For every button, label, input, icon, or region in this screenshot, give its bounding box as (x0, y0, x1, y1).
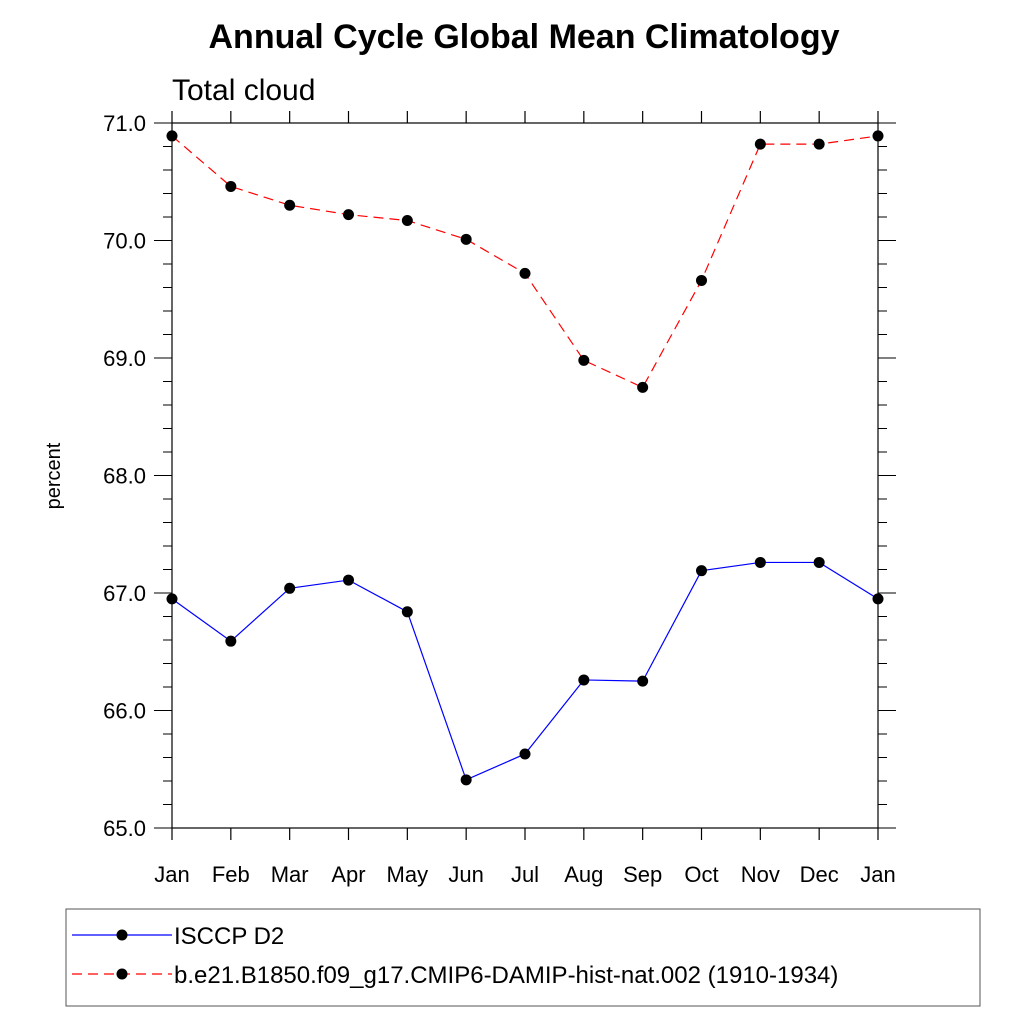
data-point-0 (401, 606, 413, 618)
x-tick-label: Aug (564, 862, 603, 887)
x-tick-labels: Jan Feb Mar Apr May Jun Jul Aug Sep Oct Nov Dec Jan (154, 862, 895, 887)
axis-ticks (154, 111, 896, 840)
y-tick-label: 71.0 (103, 111, 146, 136)
x-tick-label: Dec (800, 862, 839, 887)
data-point-1 (578, 354, 590, 366)
legend-label-model: b.e21.B1850.f09_g17.CMIP6-DAMIP-hist-nat… (174, 962, 838, 989)
x-tick-label: Jan (154, 862, 189, 887)
legend: ISCCP D2 b.e21.B1850.f09_g17.CMIP6-DAMIP… (65, 908, 981, 1007)
x-tick-label: Jan (860, 862, 895, 887)
series-line-1 (171, 135, 879, 389)
y-tick-label: 67.0 (103, 581, 146, 606)
data-point-0 (578, 674, 590, 686)
x-tick-label: Jul (511, 862, 539, 887)
y-tick-label: 69.0 (103, 346, 146, 371)
data-point-0 (460, 774, 472, 786)
data-point-0 (754, 556, 766, 568)
data-point-0 (225, 635, 237, 647)
data-point-1 (343, 209, 354, 221)
chart-title: Annual Cycle Global Mean Climatology (209, 18, 840, 56)
data-point-0 (872, 593, 884, 605)
data-point-1 (519, 267, 531, 279)
x-tick-label: Nov (741, 862, 780, 887)
y-tick-label: 65.0 (103, 816, 146, 841)
data-point-1 (872, 130, 884, 142)
legend-label-isccp: ISCCP D2 (174, 923, 284, 950)
legend-marker-isccp (116, 929, 128, 941)
x-tick-label: Sep (623, 862, 662, 887)
data-point-0 (813, 556, 825, 568)
data-point-1 (401, 215, 413, 227)
x-tick-label: May (387, 862, 429, 887)
legend-marker-model (116, 968, 128, 980)
x-tick-label: Apr (331, 862, 365, 887)
x-tick-label: Feb (212, 862, 250, 887)
data-point-0 (519, 748, 531, 760)
y-tick-label: 70.0 (103, 229, 146, 254)
data-point-1 (166, 130, 178, 142)
y-tick-label: 66.0 (103, 699, 146, 724)
y-axis-label: percent (43, 442, 65, 509)
data-point-0 (343, 574, 354, 586)
data-point-1 (754, 138, 766, 150)
y-tick-labels: 65.0 66.0 67.0 68.0 69.0 70.0 71.0 (103, 111, 146, 841)
x-tick-label: Jun (448, 862, 483, 887)
data-point-1 (637, 381, 649, 393)
data-point-0 (284, 582, 296, 594)
y-tick-label: 68.0 (103, 464, 146, 489)
data-point-1 (460, 233, 472, 245)
data-point-0 (166, 593, 178, 605)
x-tick-label: Mar (271, 862, 309, 887)
data-point-1 (284, 199, 296, 211)
plot-frame (171, 122, 879, 829)
series-layer (166, 130, 884, 786)
x-tick-label: Oct (684, 862, 718, 887)
data-point-0 (637, 675, 649, 687)
chart-subtitle: Total cloud (172, 74, 315, 107)
legend-box (65, 908, 981, 1007)
data-point-1 (813, 138, 825, 150)
data-point-1 (225, 180, 237, 192)
data-point-0 (696, 565, 707, 577)
data-point-1 (696, 274, 707, 286)
series-line-0 (171, 561, 879, 781)
